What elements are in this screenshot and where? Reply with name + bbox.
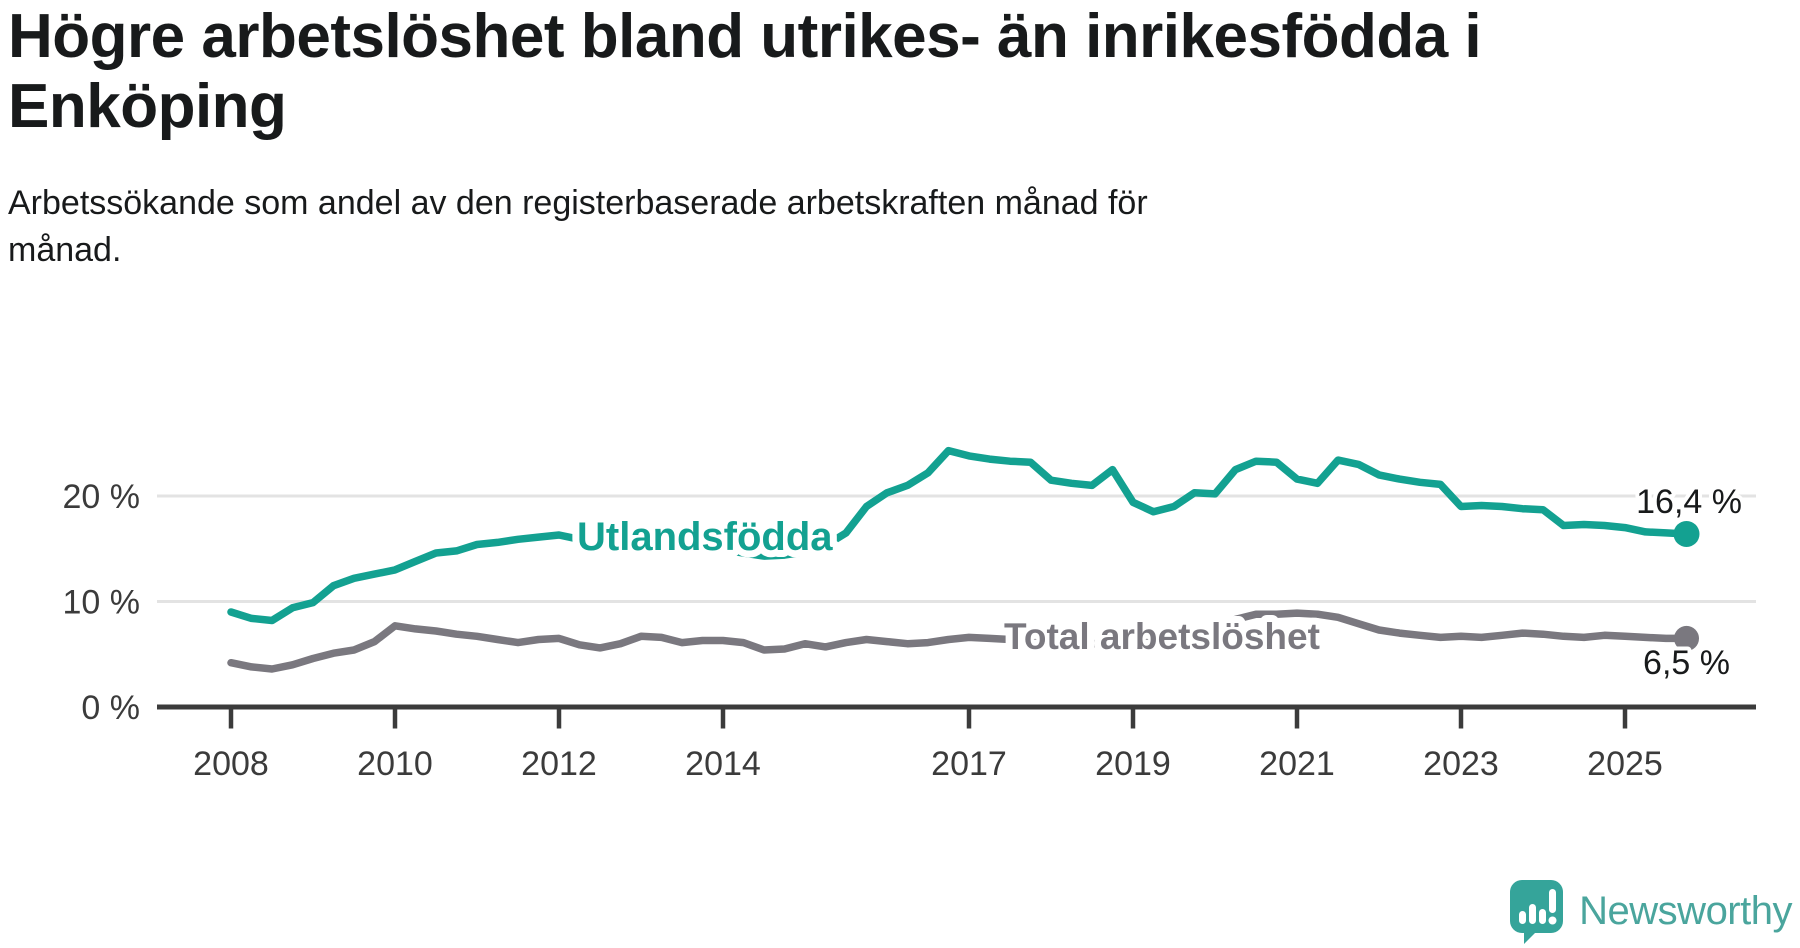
y-axis-label-20: 20 %: [63, 478, 141, 516]
brand-name: Newsworthy: [1579, 888, 1792, 933]
series-end-dot-total-arbetsloshet: [1674, 625, 1699, 651]
labels-layer: Utlandsfödda Total arbetslöshet 16,4 % 6,5 …: [570, 479, 1746, 686]
gridlines-layer: [157, 494, 1756, 603]
logo-bar-1: [1519, 911, 1527, 924]
newsworthy-branding: Newsworthy: [1508, 878, 1792, 944]
x-axis-label-2012: 2012: [521, 745, 597, 783]
series-line-total-arbetsloshet: [227, 609, 1691, 673]
x-axis-label-2010: 2010: [357, 745, 433, 783]
series-end-dot-utlandsfodda: [1673, 520, 1700, 547]
page-title: Högre arbetslöshet bland utrikes- än inr…: [8, 2, 1482, 142]
series-layer: [227, 446, 1691, 673]
x-axis-label-2025: 2025: [1587, 745, 1663, 783]
chart-header: Högre arbetslöshet bland utrikes- än inr…: [8, 2, 1482, 274]
series-end-label-total-arbetsloshet: 6,5 %: [1643, 644, 1730, 682]
x-axis-label-2021: 2021: [1259, 745, 1335, 783]
x-axis-label-2019: 2019: [1095, 745, 1171, 783]
series-label-total-arbetsloshet: Total arbetslöshet: [1004, 616, 1320, 657]
logo-bubble-shape: [1510, 880, 1564, 944]
series-line-utlandsfodda: [227, 446, 1691, 625]
series-end-label-utlandsfodda: 16,4 %: [1636, 483, 1742, 521]
subtitle-line-1: Arbetssökande som andel av den registerb…: [8, 184, 1148, 222]
x-axis-label-2014: 2014: [685, 745, 761, 783]
y-axis-label-0: 0 %: [81, 689, 140, 727]
title-line-1: Högre arbetslöshet bland utrikes- än inr…: [8, 2, 1482, 71]
x-axis-label-2023: 2023: [1423, 745, 1499, 783]
x-axis-label-2008: 2008: [193, 745, 269, 783]
logo-bar-2: [1529, 904, 1537, 924]
logo-exclamation-dot: [1548, 916, 1557, 925]
newsworthy-logo-icon: [1510, 880, 1564, 944]
title-line-2: Enköping: [8, 72, 287, 141]
page-subtitle: Arbetssökande som andel av den registerb…: [8, 180, 1481, 274]
y-axis-label-10: 10 %: [63, 584, 141, 622]
logo-exclamation-bar: [1549, 889, 1557, 913]
axis-layer: 0 % 10 % 20 % 2008 2010 2012 2014 2017 2019 2021 2…: [63, 478, 1756, 783]
subtitle-line-2: månad.: [8, 231, 122, 269]
logo-bar-3: [1539, 909, 1547, 924]
series-label-utlandsfodda: Utlandsfödda: [577, 515, 833, 559]
x-axis-label-2017: 2017: [931, 745, 1007, 783]
